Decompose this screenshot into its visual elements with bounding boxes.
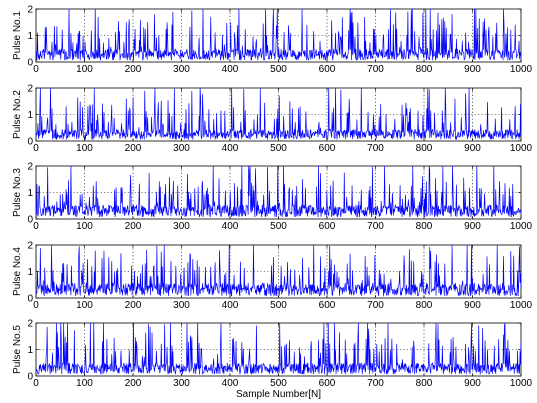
x-tick-label: 700 [367, 300, 384, 311]
x-tick-label: 0 [33, 143, 39, 154]
x-tick-label: 300 [173, 378, 190, 389]
x-tick-label: 500 [270, 221, 287, 232]
y-tick-label: 1 [27, 267, 33, 278]
x-tick-label: 800 [416, 300, 433, 311]
x-tick-label: 100 [76, 378, 93, 389]
x-tick-label: 1000 [510, 221, 533, 232]
panel-3: 0 100 200 300 400 500 600 700 800 900 1000 0 1 2 Pulse… [12, 162, 533, 233]
x-tick-label: 400 [222, 221, 239, 232]
x-tick-label: 1000 [510, 378, 533, 389]
x-tick-label: 1000 [510, 143, 533, 154]
y-axis-label: Pulse No.4 [12, 247, 23, 296]
x-tick-label: 600 [319, 221, 336, 232]
y-tick-label: 0 [27, 215, 33, 226]
x-tick-label: 100 [76, 64, 93, 75]
x-tick-label: 500 [270, 143, 287, 154]
x-tick-label: 0 [33, 221, 39, 232]
y-tick-label: 0 [27, 294, 33, 305]
y-axis-label: Pulse No.3 [12, 168, 23, 217]
x-tick-label: 100 [76, 300, 93, 311]
x-tick-label: 700 [367, 143, 384, 154]
panel-1: 0 100 200 300 400 500 600 700 800 900 1000 0 1 2 Pulse… [12, 5, 533, 76]
x-tick-label: 600 [319, 300, 336, 311]
x-tick-label: 1000 [510, 64, 533, 75]
x-tick-label: 800 [416, 378, 433, 389]
x-tick-label: 700 [367, 64, 384, 75]
x-tick-label: 700 [367, 221, 384, 232]
x-tick-label: 200 [125, 378, 142, 389]
y-tick-label: 1 [27, 188, 33, 199]
x-tick-label: 900 [464, 300, 481, 311]
y-tick-label: 0 [27, 137, 33, 148]
x-tick-label: 500 [270, 378, 287, 389]
series-line [35, 244, 522, 297]
x-tick-label: 600 [319, 64, 336, 75]
y-tick-label: 2 [27, 84, 33, 95]
x-tick-label: 200 [125, 221, 142, 232]
x-tick-label: 100 [76, 143, 93, 154]
series-line [35, 322, 522, 375]
series-line [35, 87, 522, 140]
x-tick-label: 300 [173, 300, 190, 311]
panel-5: 0 100 200 300 400 500 600 700 800 900 1000 0 1 2 Pulse… [12, 319, 533, 401]
y-tick-label: 1 [27, 31, 33, 42]
panel-2: 0 100 200 300 400 500 600 700 800 900 1000 0 1 2 Pulse… [12, 84, 533, 155]
x-tick-label: 500 [270, 300, 287, 311]
x-tick-label: 0 [33, 64, 39, 75]
series-line [35, 165, 522, 218]
y-tick-label: 1 [27, 110, 33, 121]
x-tick-label: 300 [173, 221, 190, 232]
x-tick-label: 400 [222, 378, 239, 389]
x-tick-label: 0 [33, 378, 39, 389]
y-axis-label: Pulse No.5 [12, 325, 23, 374]
y-axis-label: Pulse No.1 [12, 11, 23, 60]
x-tick-label: 900 [464, 64, 481, 75]
x-tick-label: 1000 [510, 300, 533, 311]
x-tick-label: 900 [464, 221, 481, 232]
y-axis-label: Pulse No.2 [12, 90, 23, 139]
y-tick-label: 2 [27, 162, 33, 173]
panel-4: 0 100 200 300 400 500 600 700 800 900 1000 0 1 2 Pulse… [12, 241, 533, 312]
series-line [35, 8, 522, 61]
y-tick-label: 0 [27, 58, 33, 69]
y-tick-label: 2 [27, 5, 33, 16]
y-tick-label: 1 [27, 345, 33, 356]
y-tick-label: 2 [27, 241, 33, 252]
x-tick-label: 200 [125, 64, 142, 75]
x-tick-label: 700 [367, 378, 384, 389]
x-tick-label: 900 [464, 143, 481, 154]
x-tick-label: 400 [222, 143, 239, 154]
x-tick-label: 800 [416, 221, 433, 232]
x-tick-label: 300 [173, 64, 190, 75]
x-tick-label: 0 [33, 300, 39, 311]
x-tick-label: 300 [173, 143, 190, 154]
x-tick-label: 800 [416, 64, 433, 75]
x-tick-label: 900 [464, 378, 481, 389]
x-tick-label: 600 [319, 378, 336, 389]
x-tick-label: 600 [319, 143, 336, 154]
x-tick-label: 500 [270, 64, 287, 75]
x-tick-label: 400 [222, 64, 239, 75]
x-tick-label: 800 [416, 143, 433, 154]
x-axis-label: Sample Number[N] [236, 389, 321, 400]
y-tick-label: 2 [27, 319, 33, 330]
x-tick-label: 200 [125, 143, 142, 154]
x-tick-label: 100 [76, 221, 93, 232]
y-tick-label: 0 [27, 372, 33, 383]
x-tick-label: 400 [222, 300, 239, 311]
x-tick-label: 200 [125, 300, 142, 311]
